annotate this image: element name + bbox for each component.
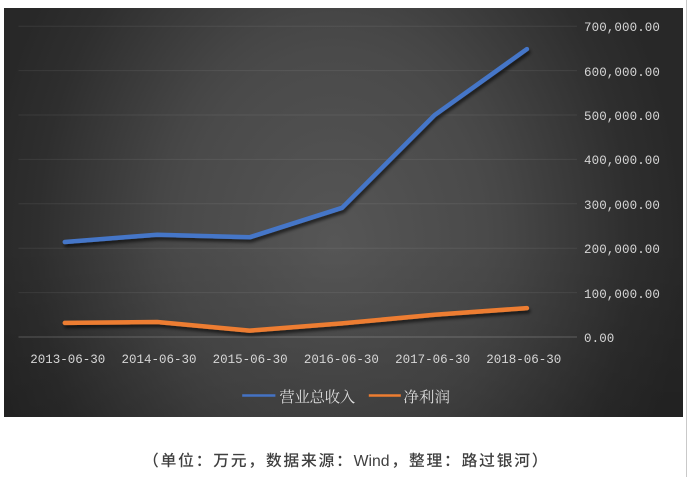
svg-text:Wind: Wind: [354, 453, 390, 470]
